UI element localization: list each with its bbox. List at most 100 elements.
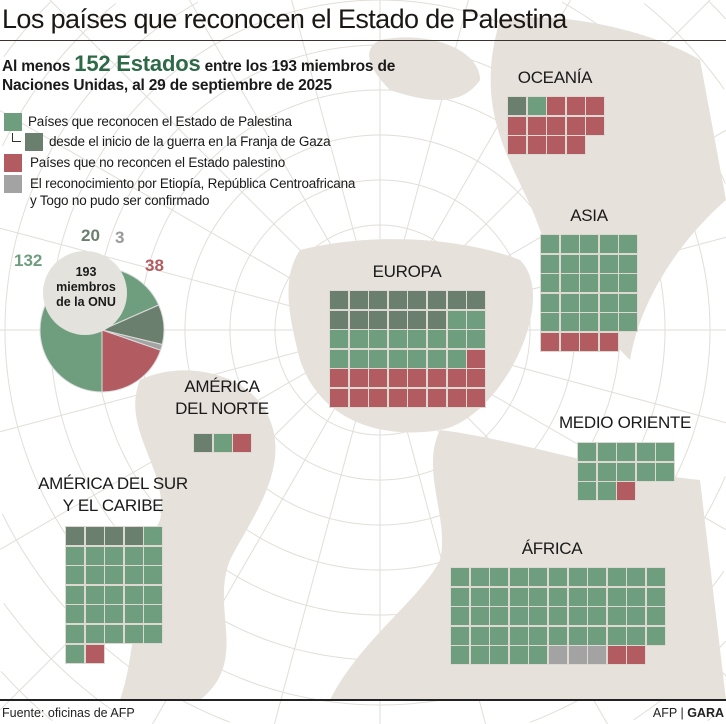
waffle-cell-recognize — [469, 645, 490, 666]
waffle-cell-recognize — [559, 312, 580, 333]
waffle-cell-not_recognize — [348, 388, 369, 408]
waffle-cell-recognize — [606, 567, 627, 587]
pie-center-number: 193 — [75, 265, 97, 279]
waffle-cell-recognize — [329, 329, 349, 350]
waffle-cell-recognize — [618, 253, 639, 274]
waffle-cell-recognize — [598, 312, 619, 333]
waffle-cell-recognize — [427, 348, 447, 369]
waffle-cell-recognize — [407, 348, 428, 369]
region-title-line: AMÉRICA DEL SUR — [38, 474, 188, 493]
waffle-cell-recognize — [596, 442, 617, 462]
waffle-cell-recognize — [577, 461, 597, 482]
waffle-cell-not_recognize — [407, 388, 428, 408]
waffle-cell-recognize — [528, 567, 549, 587]
region-title-asia: ASIA — [499, 205, 679, 227]
waffle-cell-recognize — [626, 606, 647, 627]
waffle-cell-recognize — [606, 606, 627, 627]
waffle-cell-recognize_since_war — [348, 290, 369, 310]
subtitle-prefix: Al menos — [2, 58, 71, 75]
region-title-line: Y EL CARIBE — [62, 496, 164, 515]
waffle-cell-recognize — [489, 567, 510, 587]
waffle-cell-not_recognize — [427, 368, 447, 389]
waffle-cell-recognize — [469, 625, 490, 646]
waffle-cell-recognize — [559, 234, 580, 254]
waffle-cell-recognize — [540, 292, 560, 313]
pie-label-recognize: 132 — [14, 251, 43, 270]
waffle-cell-recognize — [577, 442, 597, 462]
legend-label-since-war: desde el inicio de la guerra en la Franj… — [49, 134, 331, 149]
waffle-cell-recognize — [626, 586, 647, 607]
waffle-cell-recognize — [587, 567, 608, 587]
waffle-cell-not_recognize — [368, 388, 389, 408]
waffle-cell-not_recognize — [507, 115, 527, 136]
source-text: oficinas de AFP — [47, 706, 135, 720]
waffle-cell-recognize — [655, 461, 676, 482]
waffle-cell-recognize — [598, 234, 619, 254]
waffle-cell-not_recognize — [329, 388, 349, 408]
waffle-cell-recognize — [104, 624, 125, 644]
waffle-cell-recognize — [646, 567, 666, 587]
waffle-cell-recognize_since_war — [427, 309, 447, 330]
waffle-cell-recognize_since_war — [368, 290, 389, 310]
waffle-cell-recognize — [508, 625, 529, 646]
waffle-cell-recognize — [548, 606, 568, 627]
waffle-cell-unconfirmed — [587, 645, 608, 666]
waffle-cell-not_recognize — [579, 332, 600, 352]
waffle-cell-recognize — [329, 348, 349, 369]
region-title-america-sur: AMÉRICA DEL SUR Y EL CARIBE — [23, 473, 203, 517]
source-label: Fuente: — [2, 706, 45, 720]
waffle-cell-recognize — [567, 606, 588, 627]
region-title-line: ASIA — [570, 206, 608, 225]
waffle-cell-recognize_since_war — [193, 433, 213, 453]
waffle-cell-recognize — [579, 292, 600, 313]
waffle-cell-recognize — [548, 567, 568, 587]
waffle-cell-recognize — [528, 586, 549, 607]
waffle-cell-recognize — [646, 625, 666, 646]
pie-label-unconfirmed: 3 — [115, 228, 125, 247]
credit-paper: GARA — [687, 706, 724, 720]
waffle-cell-recognize — [387, 348, 408, 369]
waffle-cell-recognize — [540, 312, 560, 333]
waffle-cell-recognize — [606, 586, 627, 607]
waffle-cell-recognize — [84, 624, 105, 644]
region-title-line: ÁFRICA — [521, 539, 583, 558]
waffle-cell-recognize_since_war — [348, 309, 369, 330]
waffle-cell-recognize — [446, 348, 467, 369]
pie-center-line3: de la ONU — [56, 295, 116, 309]
waffle-cell-recognize_since_war — [407, 290, 428, 310]
waffle-cell-recognize — [587, 625, 608, 646]
legend-swatch-unconfirmed — [4, 175, 22, 193]
waffle-cell-recognize_since_war — [84, 526, 105, 546]
waffle-cell-recognize — [143, 624, 164, 644]
waffle-cell-recognize — [466, 309, 487, 330]
waffle-cell-not_recognize — [546, 115, 567, 136]
waffle-cell-recognize — [212, 433, 233, 453]
waffle-cell-recognize — [577, 481, 597, 502]
region-title-africa: ÁFRICA — [462, 538, 642, 560]
waffle-cell-recognize — [598, 273, 619, 294]
waffle-cell-not_recognize — [427, 388, 447, 408]
waffle-cell-recognize — [618, 292, 639, 313]
waffle-cell-not_recognize — [232, 433, 253, 453]
waffle-cell-recognize — [469, 567, 490, 587]
waffle-cell-recognize — [626, 625, 647, 646]
waffle-cell-recognize — [143, 584, 164, 605]
waffle-cell-not_recognize — [565, 115, 586, 136]
waffle-cell-recognize — [123, 565, 144, 586]
waffle-cell-not_recognize — [565, 135, 586, 156]
waffle-cell-recognize — [606, 625, 627, 646]
waffle-cell-recognize — [368, 348, 389, 369]
waffle-cell-recognize — [579, 234, 600, 254]
waffle-cell-recognize — [508, 645, 529, 666]
waffle-cell-recognize — [567, 567, 588, 587]
waffle-cell-not_recognize — [348, 368, 369, 389]
waffle-cell-recognize_since_war — [104, 526, 125, 546]
waffle-cell-unconfirmed — [548, 645, 568, 666]
waffle-cell-recognize — [618, 312, 639, 333]
waffle-cell-recognize — [450, 606, 470, 627]
waffle-cell-recognize — [65, 604, 85, 625]
waffle-cell-not_recognize — [585, 115, 606, 136]
waffle-cell-recognize — [469, 586, 490, 607]
waffle-cell-recognize — [618, 273, 639, 294]
waffle-cell-recognize — [123, 584, 144, 605]
